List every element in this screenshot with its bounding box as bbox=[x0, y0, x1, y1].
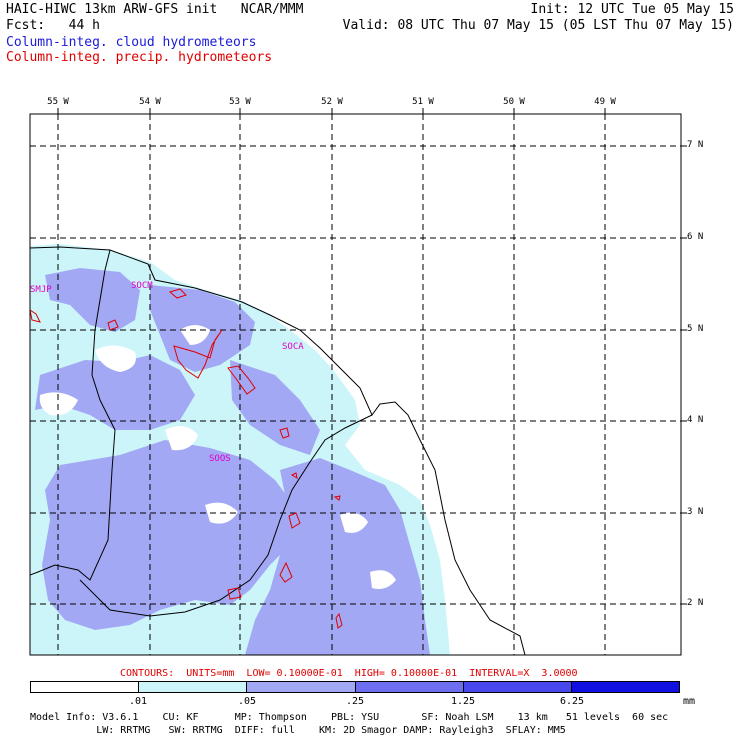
precip-contour-3 bbox=[173, 329, 223, 379]
precip-contour-11 bbox=[290, 472, 298, 480]
precip-contour-8 bbox=[227, 587, 242, 600]
lon-label-54w: 54 W bbox=[139, 97, 161, 107]
precip-contour-7 bbox=[279, 561, 293, 583]
colorbar-tick-label: .25 bbox=[345, 696, 365, 707]
precip-contour-4 bbox=[227, 365, 256, 395]
colorbar-unit: mm bbox=[683, 696, 696, 707]
frame-ticks bbox=[57, 108, 687, 605]
colorbar-tick-label: 1.25 bbox=[450, 696, 476, 707]
colorbar-swatch bbox=[355, 682, 464, 692]
valid-time: Valid: 08 UTC Thu 07 May 15 (05 LST Thu … bbox=[342, 18, 734, 33]
lat-label-5n: 5 N bbox=[687, 324, 704, 334]
clear-patch-1 bbox=[95, 345, 136, 372]
lon-label-53w: 53 W bbox=[229, 97, 251, 107]
station-label-soos: SOOS bbox=[209, 454, 231, 464]
lon-label-55w: 55 W bbox=[47, 97, 69, 107]
lat-label-6n: 6 N bbox=[687, 232, 704, 242]
cloud-patch-nw bbox=[45, 268, 140, 332]
cloud-patch-west bbox=[35, 355, 195, 430]
precip-contour-10 bbox=[30, 309, 41, 323]
cloud-patch-southwest bbox=[42, 440, 300, 630]
colorbar-tick-label: .01 bbox=[128, 696, 148, 707]
clear-patch-5 bbox=[340, 512, 368, 533]
lat-label-3n: 3 N bbox=[687, 507, 704, 517]
cloud-patch-southeast bbox=[245, 458, 430, 655]
coastline bbox=[30, 246, 526, 655]
clear-patch-6 bbox=[370, 570, 396, 589]
colorbar bbox=[30, 681, 680, 693]
colorbar-swatch bbox=[247, 682, 356, 692]
colorbar-swatch bbox=[139, 682, 248, 692]
lon-label-51w: 51 W bbox=[412, 97, 434, 107]
precip-contour-5 bbox=[279, 427, 290, 439]
colorbar-tick-label: 6.25 bbox=[559, 696, 585, 707]
cloud-field-medium bbox=[35, 268, 430, 655]
lat-label-4n: 4 N bbox=[687, 415, 704, 425]
model-info-line-1: Model Info: V3.6.1 CU: KF MP: Thompson P… bbox=[30, 712, 669, 723]
clear-patch-3 bbox=[165, 426, 198, 451]
cloud-hydrometeor-label: Column-integ. cloud hydrometeors bbox=[6, 35, 257, 50]
colorbar-swatch bbox=[571, 682, 680, 692]
precip-hydrometeor-label: Column-integ. precip. hydrometeors bbox=[6, 50, 273, 65]
precip-contour-2 bbox=[107, 319, 119, 331]
lat-label-2n: 2 N bbox=[687, 598, 704, 608]
station-label-smjp: SMJP bbox=[30, 285, 52, 295]
lon-label-52w: 52 W bbox=[321, 97, 343, 107]
french-guiana-border bbox=[79, 414, 373, 617]
precip-contour-1 bbox=[168, 288, 187, 299]
lat-lon-grid bbox=[30, 114, 681, 655]
forecast-hour: Fcst: 44 h bbox=[6, 18, 100, 33]
precip-contour-12 bbox=[333, 495, 341, 501]
lon-label-49w: 49 W bbox=[594, 97, 616, 107]
colorbar-swatch bbox=[31, 682, 140, 692]
station-label-soca: SOCA bbox=[282, 342, 304, 352]
colorbar-swatch bbox=[463, 682, 572, 692]
contour-legend-text: CONTOURS: UNITS=mm LOW= 0.10000E-01 HIGH… bbox=[120, 668, 578, 679]
suriname-border bbox=[30, 249, 116, 581]
precip-contour-6 bbox=[288, 512, 301, 529]
lon-label-50w: 50 W bbox=[503, 97, 525, 107]
model-info-line-2: LW: RRTMG SW: RRTMG DIFF: full KM: 2D Sm… bbox=[30, 725, 566, 736]
map-title: HAIC-HIWC 13km ARW-GFS init NCAR/MMM bbox=[6, 2, 304, 17]
precip-contour-9 bbox=[335, 612, 343, 629]
lat-label-7n: 7 N bbox=[687, 140, 704, 150]
station-label-socm: SOCM bbox=[131, 281, 153, 291]
precip-contours bbox=[30, 288, 343, 629]
clear-patch-2 bbox=[39, 392, 78, 416]
init-time: Init: 12 UTC Tue 05 May 15 bbox=[530, 2, 735, 17]
colorbar-tick-label: .05 bbox=[237, 696, 257, 707]
map-frame bbox=[29, 113, 682, 656]
